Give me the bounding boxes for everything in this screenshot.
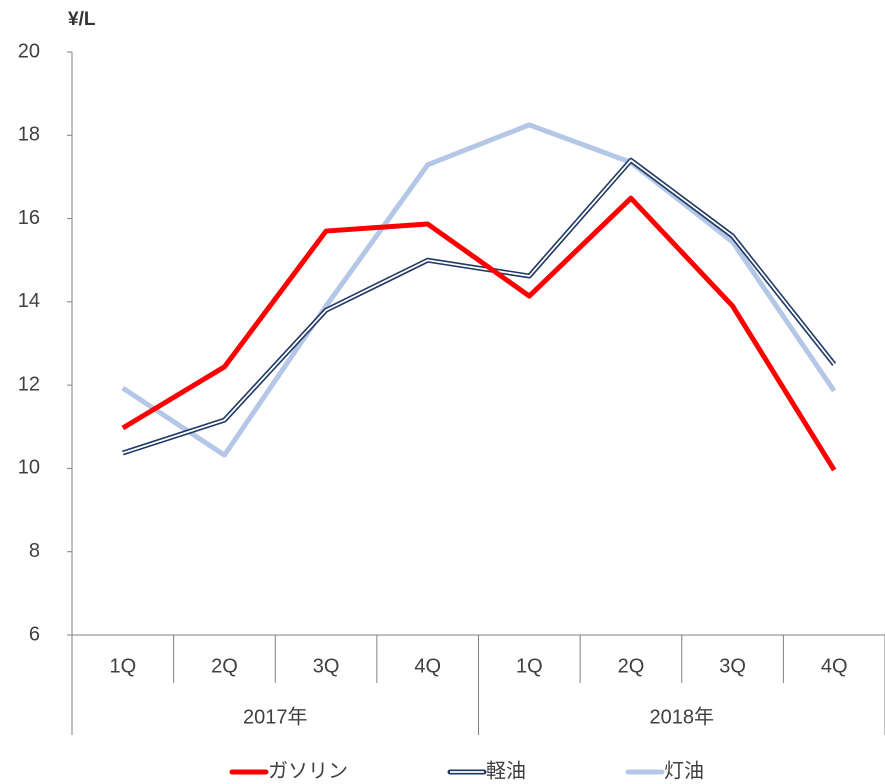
y-tick-label: 14 [18,290,40,312]
series-line-inner [122,159,835,454]
legend-label: 軽油 [486,759,526,782]
y-tick-label: 6 [29,623,40,645]
x-tick-label: 4Q [821,655,848,677]
x-tick-label: 4Q [414,655,441,677]
legend-label: ガソリン [268,759,348,782]
x-tick-label: 1Q [109,655,136,677]
y-unit: ¥/L [68,9,96,30]
series-line [121,122,837,458]
x-tick-label: 2Q [618,655,645,677]
group-label: 2017年 [243,705,308,728]
x-tick-label: 3Q [719,655,746,677]
x-tick-label: 3Q [313,655,340,677]
y-tick-label: 10 [18,457,40,479]
group-label: 2018年 [650,705,715,728]
y-tick-label: 8 [29,540,40,562]
y-tick-label: 20 [18,40,40,62]
x-tick-label: 1Q [516,655,543,677]
x-tick-label: 2Q [211,655,238,677]
legend-label: 灯油 [664,759,704,782]
series-line [122,157,837,456]
y-tick-label: 18 [18,124,40,146]
y-tick-label: 16 [18,207,40,229]
series-line [121,195,837,472]
y-tick-label: 12 [18,373,40,395]
